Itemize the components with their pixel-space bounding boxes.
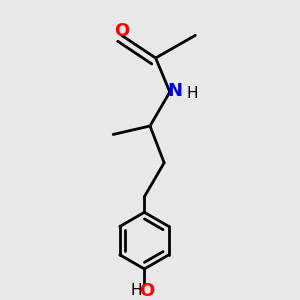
Text: O: O	[114, 22, 129, 40]
Text: H: H	[131, 283, 142, 298]
Text: H: H	[186, 86, 198, 101]
Text: N: N	[167, 82, 182, 100]
Text: O: O	[140, 282, 155, 300]
